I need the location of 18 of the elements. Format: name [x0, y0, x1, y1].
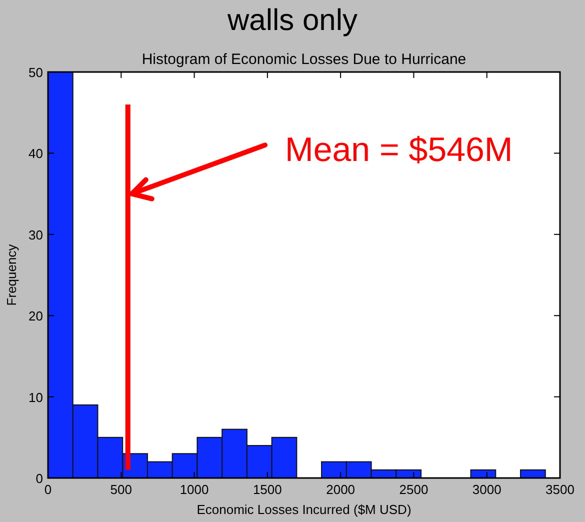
ref-line-label: Mean = $546M	[285, 131, 513, 170]
y-tick-label: 30	[28, 227, 43, 242]
chart-title: Histogram of Economic Losses Due to Hurricane	[142, 51, 466, 68]
y-axis-title: Frequency	[4, 244, 19, 306]
y-tick-label: 0	[36, 471, 43, 486]
y-tick-label: 40	[28, 146, 43, 162]
x-tick-label: 3000	[472, 482, 502, 497]
x-tick-label: 3500	[546, 482, 574, 497]
x-tick-label: 500	[110, 482, 132, 497]
x-tick-label: 1500	[252, 482, 282, 497]
y-tick-label: 20	[28, 308, 43, 324]
y-tick-label: 50	[28, 65, 43, 80]
x-tick-label: 1000	[180, 482, 209, 497]
text: walls only	[226, 4, 358, 37]
x-axis-title: Economic Losses Incurred ($M USD)	[196, 502, 412, 517]
y-tick-label: 10	[28, 390, 43, 405]
x-tick-label: 2500	[399, 482, 428, 497]
x-tick-label: 2000	[326, 482, 356, 497]
